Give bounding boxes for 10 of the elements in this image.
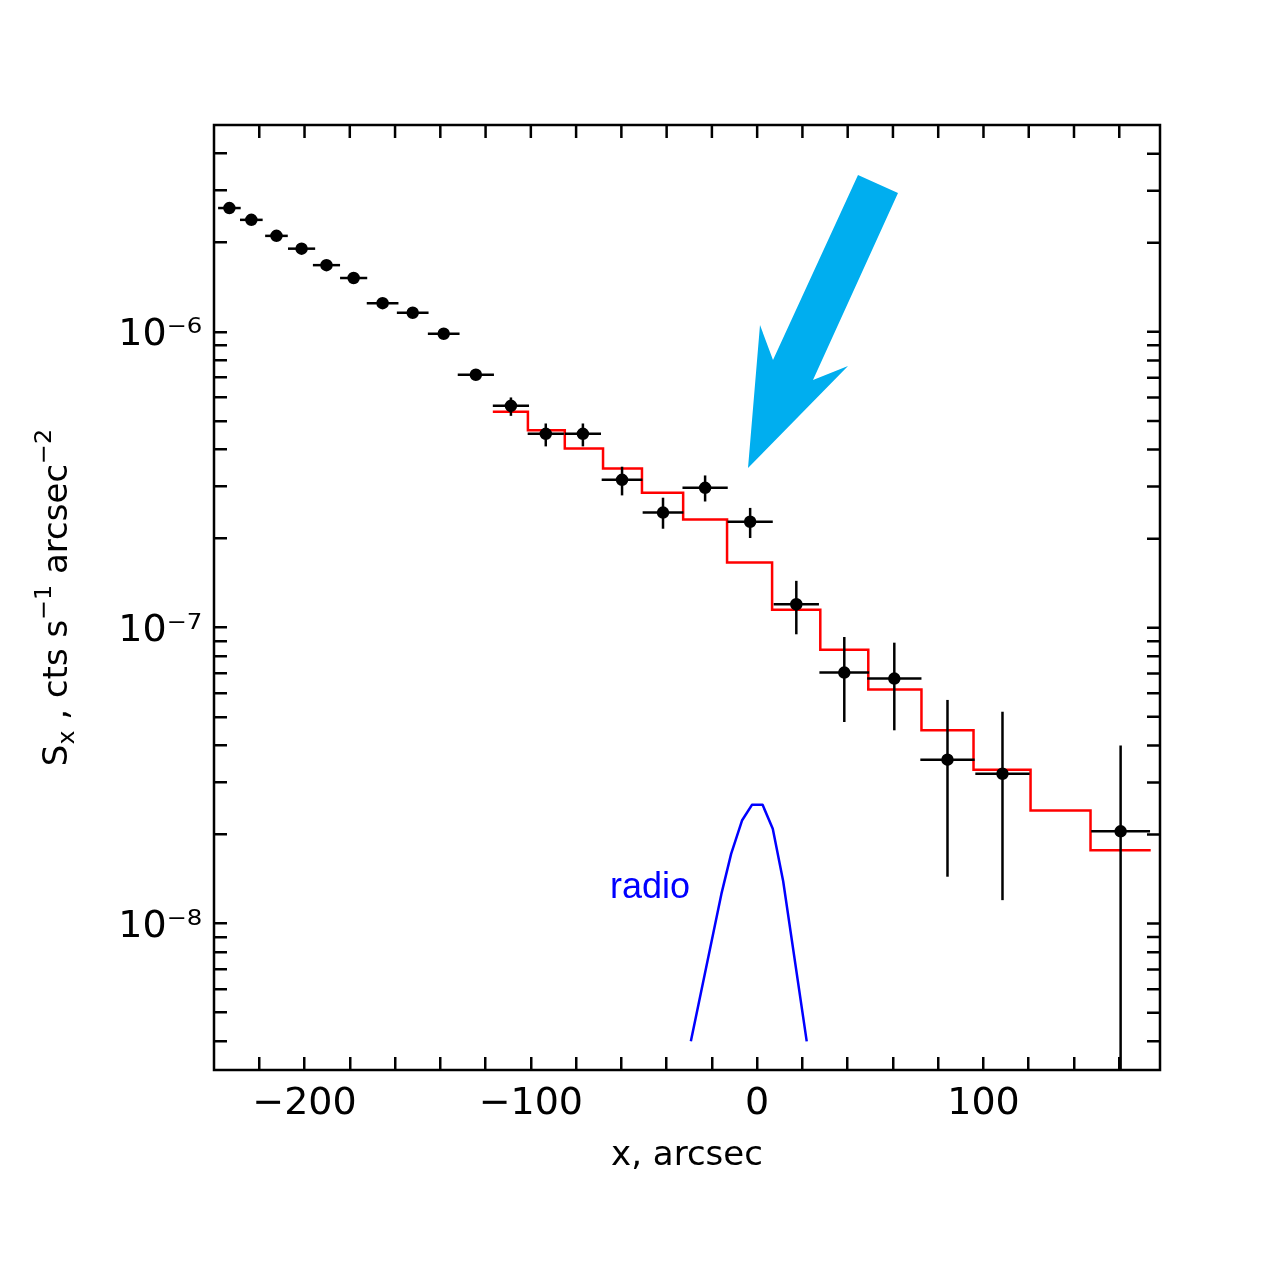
x-tick-label: −200 bbox=[252, 1078, 357, 1123]
x-axis-title: x, arcsec bbox=[611, 1132, 763, 1173]
x-tick-label: −100 bbox=[478, 1078, 584, 1123]
y-tick-label: 10⁻⁷ bbox=[118, 605, 202, 650]
y-axis-title: Sx , cts s−1 arcsec−2 bbox=[28, 428, 81, 767]
y-tick-label: 10⁻⁸ bbox=[118, 901, 202, 946]
series-label: radio bbox=[609, 864, 690, 906]
y-tick-label: 10⁻⁶ bbox=[118, 309, 202, 354]
x-tick-label: 0 bbox=[745, 1078, 770, 1123]
x-tick-label: 100 bbox=[947, 1078, 1020, 1123]
